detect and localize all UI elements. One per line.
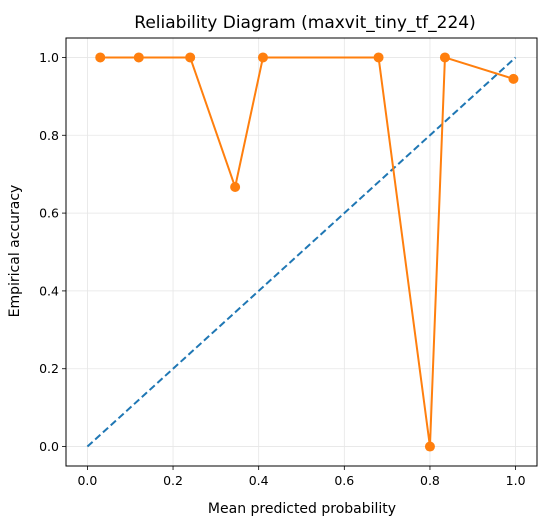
x-axis-label: Mean predicted probability (208, 501, 396, 517)
plot-area-frame (65, 37, 538, 467)
y-tick-label: 0.8 (39, 128, 59, 143)
x-tick-label: 0.6 (334, 473, 354, 488)
y-axis-label: Empirical accuracy (7, 185, 23, 318)
perfect-calibration-line (86, 56, 517, 448)
calibration-point (508, 73, 519, 84)
calibration-point (185, 52, 196, 63)
calibration-point (373, 52, 384, 63)
calibration-point (439, 52, 450, 63)
x-tick-label: 0.2 (163, 473, 183, 488)
x-tick-label: 0.0 (77, 473, 97, 488)
calibration-point (424, 441, 435, 452)
x-tick-label: 0.4 (249, 473, 269, 488)
calibration-point (133, 52, 144, 63)
y-tick-label: 1.0 (39, 50, 59, 65)
calibration-point (95, 52, 106, 63)
x-tick-label: 1.0 (506, 473, 526, 488)
calibration-series (95, 52, 519, 452)
y-tick-label: 0.6 (39, 206, 59, 221)
y-tick-label: 0.4 (39, 283, 59, 298)
calibration-point (230, 182, 241, 193)
calibration-point (257, 52, 268, 63)
chart-title: Reliability Diagram (maxvit_tiny_tf_224) (134, 13, 475, 33)
y-tick-label: 0.0 (39, 439, 59, 454)
axis-ticks: 0.0 0.2 0.4 0.6 0.8 1.0 0.0 0.2 0.4 0.6 0.8 1.0 (39, 50, 525, 488)
x-tick-label: 0.8 (420, 473, 440, 488)
diagonal-reference (86, 56, 517, 448)
y-tick-label: 0.2 (39, 361, 59, 376)
